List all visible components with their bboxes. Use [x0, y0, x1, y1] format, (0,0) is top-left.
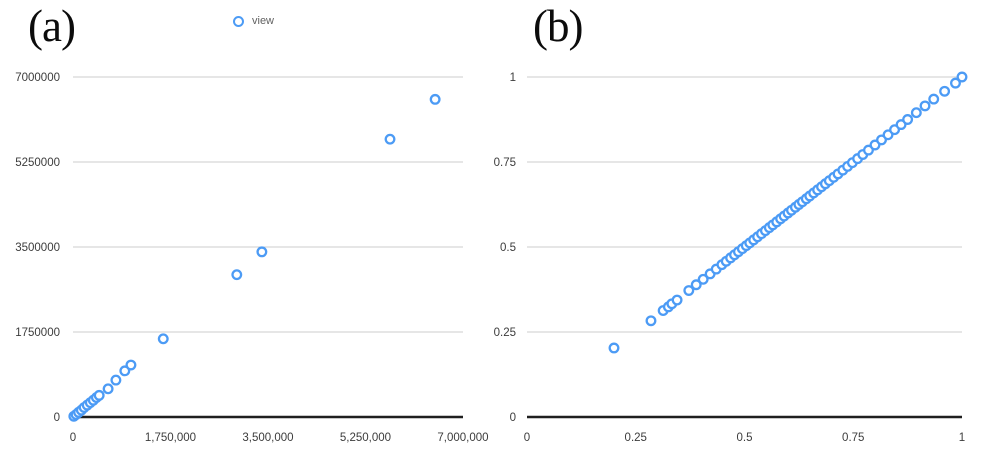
y-tick-label: 0.25 [494, 327, 516, 339]
x-tick-label: 1,750,000 [145, 432, 196, 444]
panel-label-b: (b) [533, 1, 583, 51]
x-tick-label: 7,000,000 [437, 432, 488, 444]
y-tick-label: 0 [510, 412, 516, 424]
data-point [697, 273, 709, 285]
data-point [928, 93, 940, 105]
y-tick-label: 0 [54, 412, 60, 424]
x-tick-label: 3,500,000 [242, 432, 293, 444]
legend-series-label: view [252, 15, 275, 27]
data-point [384, 133, 396, 145]
data-point [608, 342, 620, 354]
data-point [671, 294, 683, 306]
x-tick-label: 0 [524, 432, 530, 444]
x-tick-label: 1 [959, 432, 965, 444]
data-point [102, 383, 114, 395]
data-point [690, 279, 702, 291]
x-tick-label: 0.25 [625, 432, 647, 444]
data-point [231, 269, 243, 281]
data-point [157, 333, 169, 345]
x-tick-label: 5,250,000 [340, 432, 391, 444]
y-tick-label: 7000000 [15, 72, 60, 84]
data-point [919, 100, 931, 112]
data-point [256, 246, 268, 258]
y-tick-label: 0.5 [500, 242, 516, 254]
scatter-plot-b: 0 0.25 0.5 0.75 1 0 0.25 0.5 0.75 1 [494, 71, 968, 444]
open-circle-icon [233, 15, 244, 27]
data-point [429, 93, 441, 105]
data-point [645, 315, 657, 327]
data-point [683, 285, 695, 296]
data-point [93, 389, 105, 401]
data-point [956, 71, 968, 83]
x-tick-label: 0.75 [842, 432, 864, 444]
x-tick-label: 0.5 [737, 432, 753, 444]
data-point [125, 359, 137, 371]
x-tick-label: 0 [70, 432, 76, 444]
panel-label-a: (a) [28, 1, 76, 51]
y-tick-label: 1750000 [15, 327, 60, 339]
data-point [110, 374, 122, 386]
scatter-plot-a: 0 1750000 3500000 5250000 7000000 0 1,750,000 3… [15, 72, 488, 444]
y-tick-label: 3500000 [15, 242, 60, 254]
y-tick-label: 5250000 [15, 157, 60, 169]
data-point [950, 77, 961, 89]
data-point [910, 107, 922, 119]
legend: view [233, 15, 274, 27]
data-point [902, 114, 914, 125]
y-tick-label: 0.75 [494, 157, 516, 169]
y-tick-label: 1 [510, 72, 516, 84]
data-point [939, 85, 951, 97]
